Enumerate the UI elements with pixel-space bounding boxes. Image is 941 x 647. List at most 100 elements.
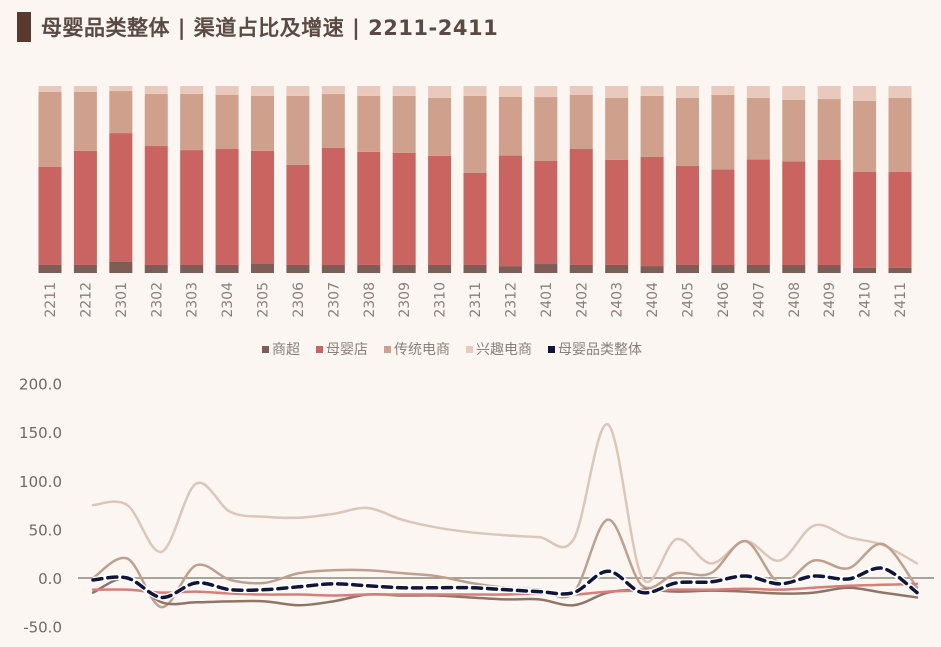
bar-segment	[144, 86, 168, 95]
x-tick-label: 2306	[291, 282, 307, 318]
bar-segment	[853, 172, 877, 268]
bar-segment	[392, 95, 416, 153]
bar-segment	[711, 94, 735, 170]
x-tick-label: 2307	[326, 282, 342, 318]
legend-item: 母婴店	[316, 339, 368, 359]
bar-segment	[605, 97, 629, 160]
chart-title-block: 母婴品类整体 | 渠道占比及增速 | 2211-2411	[17, 12, 498, 42]
stacked-bar-chart: 2211 2212 2301 2302 2303 2304 2305 2306 2307 2308…	[38, 86, 912, 318]
bar-segment	[428, 155, 452, 265]
bar-segment	[676, 97, 699, 167]
legend-label: 兴趣电商	[476, 342, 532, 358]
bar-segment	[569, 86, 593, 95]
bar-segment	[321, 94, 345, 149]
bar-segment	[888, 97, 912, 173]
legend: 商超 母婴店 传统电商 兴趣电商 母婴品类整体	[262, 339, 658, 359]
bar-segment	[38, 264, 62, 273]
x-tick-label: 2308	[362, 282, 378, 318]
bar-segment	[463, 172, 487, 265]
bar-segment	[321, 148, 345, 265]
bar-segment	[73, 86, 97, 92]
bar-segment	[711, 264, 735, 273]
bar-segment	[640, 95, 664, 157]
bar-segment	[286, 264, 310, 273]
bar-segment	[817, 86, 841, 100]
bar-segment	[853, 100, 877, 173]
x-tick-label: 2409	[822, 282, 838, 318]
legend-swatch-icon	[548, 345, 555, 353]
bar-segment	[569, 94, 593, 150]
legend-label: 母婴品类整体	[558, 342, 642, 358]
legend-label: 母婴店	[326, 342, 368, 358]
bar-segment	[640, 86, 664, 96]
x-tick-label: 2211	[43, 282, 59, 318]
bar-segment	[463, 95, 487, 173]
bar-segment	[853, 86, 877, 101]
x-tick-label: 2304	[220, 282, 236, 318]
bar-segment	[215, 264, 239, 273]
x-tick-label: 2311	[468, 282, 484, 318]
legend-swatch-icon	[466, 345, 473, 353]
bar-segment	[498, 155, 522, 267]
bar-segment	[144, 94, 168, 147]
bar-segment	[463, 264, 487, 273]
bar-segment	[428, 97, 452, 156]
bar-segment	[888, 267, 912, 273]
x-tick-label: 2212	[78, 282, 94, 318]
bar-segment	[251, 95, 274, 151]
bar-segment	[534, 264, 558, 273]
bar-segment	[711, 86, 735, 95]
bar-segment	[180, 264, 204, 273]
bar-segment	[109, 261, 133, 273]
bar-segment	[109, 91, 133, 134]
x-tick-label: 2411	[893, 282, 909, 318]
x-tick-label: 2303	[185, 282, 201, 318]
bar-segment	[144, 264, 168, 273]
x-tick-label: 2312	[503, 282, 519, 318]
x-tick-label: 2407	[751, 282, 767, 318]
bar-segment	[782, 99, 806, 162]
line-chart: 200.0 150.0 100.0 50.0 0.0 -50.0	[19, 376, 934, 637]
y-tick-label: 50.0	[29, 521, 62, 539]
y-tick-label: 0.0	[38, 570, 62, 588]
series-line	[91, 423, 919, 583]
bar-segment	[888, 172, 912, 268]
legend-swatch-icon	[316, 345, 323, 353]
bar-segment	[676, 86, 699, 98]
bar-segment	[73, 91, 97, 151]
bar-segment	[534, 86, 558, 98]
bar-segment	[817, 264, 841, 273]
bar-segment	[109, 133, 133, 262]
bar-segment	[215, 149, 239, 265]
bar-segment	[746, 264, 770, 273]
x-tick-label: 2309	[397, 282, 413, 318]
y-tick-label: 200.0	[19, 376, 62, 394]
bar-segment	[180, 150, 204, 265]
bar-segment	[676, 166, 699, 265]
bar-segment	[357, 151, 381, 265]
x-tick-label: 2301	[114, 282, 130, 318]
bar-segment	[463, 86, 487, 96]
bar-segment	[428, 86, 452, 98]
bar-segment	[676, 264, 699, 273]
bar-segment	[180, 86, 204, 95]
x-tick-label: 2404	[645, 282, 661, 318]
series-line	[91, 582, 919, 597]
title-accent-bar	[17, 12, 31, 42]
bar-segment	[640, 266, 664, 273]
x-tick-label: 2302	[149, 282, 165, 318]
bar-segment	[498, 86, 522, 97]
bar-segment	[357, 95, 381, 152]
bar-segment	[392, 264, 416, 273]
bar-segment	[888, 86, 912, 98]
bar-segment	[321, 86, 345, 95]
bar-segment	[73, 264, 97, 273]
bar-segment	[746, 86, 770, 98]
legend-swatch-icon	[262, 345, 269, 353]
bar-segment	[38, 86, 62, 92]
series-line	[91, 576, 919, 607]
bar-segment	[782, 161, 806, 265]
x-tick-label: 2406	[716, 282, 732, 318]
bar-segment	[251, 264, 274, 273]
